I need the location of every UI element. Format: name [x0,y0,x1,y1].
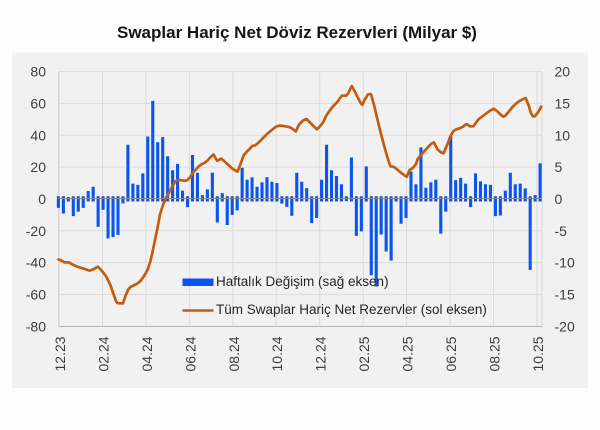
svg-text:5: 5 [555,159,563,175]
svg-text:10.24: 10.24 [269,336,285,371]
svg-text:-10: -10 [555,255,575,271]
svg-text:-60: -60 [26,287,46,303]
svg-text:10.25: 10.25 [530,336,546,371]
svg-text:20: 20 [30,159,46,175]
svg-text:02.24: 02.24 [96,336,112,371]
svg-text:0: 0 [38,191,46,207]
svg-text:04.25: 04.25 [400,336,416,371]
svg-text:-20: -20 [26,223,46,239]
svg-text:-40: -40 [26,255,46,271]
svg-text:12.23: 12.23 [52,336,68,371]
svg-text:Swaplar Hariç Net Döviz Rezerv: Swaplar Hariç Net Döviz Rezervleri (Mily… [117,23,477,42]
svg-text:15: 15 [555,95,571,111]
svg-text:-5: -5 [555,223,568,239]
svg-text:20: 20 [555,64,571,80]
svg-text:0: 0 [555,191,563,207]
svg-text:-15: -15 [555,287,575,303]
svg-text:80: 80 [30,64,46,80]
svg-text:40: 40 [30,127,46,143]
svg-text:Haftalık Değişim (sağ eksen): Haftalık Değişim (sağ eksen) [216,274,389,289]
svg-text:08.25: 08.25 [487,336,503,371]
svg-text:02.25: 02.25 [356,336,372,371]
svg-text:06.25: 06.25 [443,336,459,371]
svg-text:-20: -20 [555,318,575,334]
svg-text:60: 60 [30,95,46,111]
svg-text:08.24: 08.24 [226,336,242,371]
svg-text:06.24: 06.24 [182,336,198,371]
svg-text:10: 10 [555,127,571,143]
svg-text:Tüm Swaplar Hariç Net Rezervle: Tüm Swaplar Hariç Net Rezervler (sol eks… [216,302,487,317]
svg-text:12.24: 12.24 [313,336,329,371]
svg-text:04.24: 04.24 [139,336,155,371]
svg-text:-80: -80 [26,318,46,334]
